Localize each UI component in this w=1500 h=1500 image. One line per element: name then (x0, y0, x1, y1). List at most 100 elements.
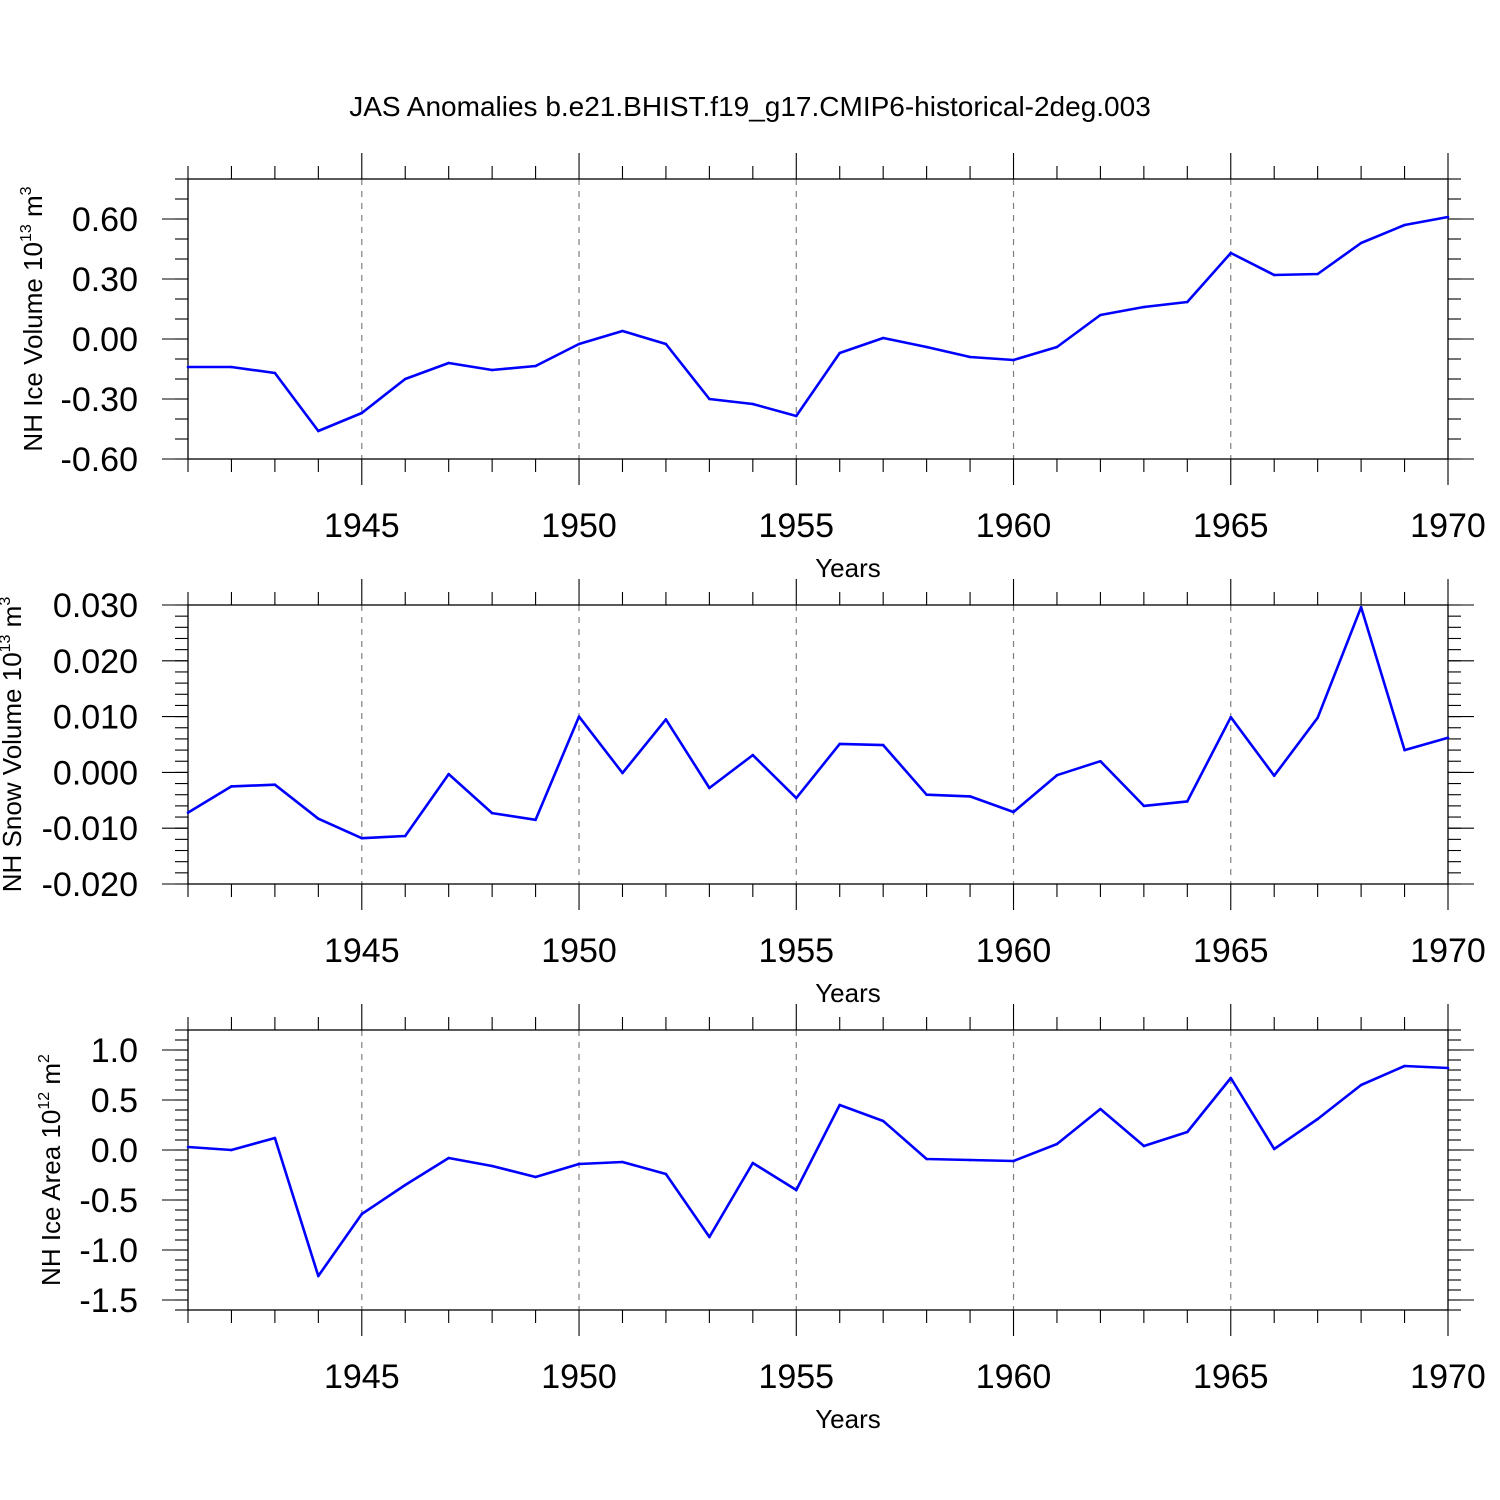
chart-title: JAS Anomalies b.e21.BHIST.f19_g17.CMIP6-… (349, 91, 1151, 122)
y-label-unit-exponent: 3 (18, 186, 35, 195)
data-point (708, 786, 711, 790)
data-point (1403, 223, 1406, 227)
y-tick-label: 0.010 (53, 699, 138, 737)
y-label-unit-exponent: 3 (0, 597, 14, 606)
data-point (1272, 273, 1276, 277)
data-point (1142, 1144, 1146, 1148)
data-point (968, 1158, 972, 1162)
x-tick-label: 1965 (1193, 1358, 1269, 1396)
y-tick-label: 0.5 (91, 1082, 138, 1120)
y-label-exponent: 13 (18, 224, 35, 242)
data-point (1316, 272, 1319, 276)
x-tick-label: 1970 (1410, 507, 1486, 545)
x-tick-label: 1945 (324, 1358, 400, 1396)
data-point (1359, 241, 1363, 245)
data-point (360, 1212, 364, 1216)
data-point (1099, 313, 1102, 317)
data-point (490, 368, 494, 372)
y-axis-label: NH Ice Area 1012 m2 (36, 1054, 66, 1286)
data-point (708, 397, 711, 401)
panel-ice-volume: 0.60 0.30 0.00 -0.30 -0.60 1945 1950 1955 1960 19… (18, 153, 1486, 583)
data-point (925, 1157, 928, 1161)
x-tick-label: 1970 (1410, 932, 1486, 970)
data-point (273, 371, 277, 375)
data-point (317, 1274, 320, 1278)
plot-frame (187, 604, 1449, 885)
data-point (1359, 605, 1363, 609)
data-point (1229, 1076, 1233, 1080)
data-point (1055, 773, 1059, 777)
series-line-snow-volume (187, 605, 1449, 840)
series-line-ice-volume (188, 215, 1449, 433)
data-point (621, 329, 624, 333)
y-label-text: NH Ice Area 10 (36, 1110, 66, 1286)
x-tick-label: 1960 (976, 932, 1052, 970)
y-tick-label: 0.60 (72, 201, 138, 239)
data-point (1186, 800, 1189, 803)
x-axis-label: Years (815, 553, 881, 583)
data-point (621, 1160, 624, 1164)
plot-frame (187, 1029, 1449, 1311)
data-point (1229, 251, 1233, 255)
data-point (925, 345, 928, 349)
y-tick-label: 0.0 (91, 1132, 138, 1170)
data-point (577, 1162, 581, 1166)
data-point (1316, 716, 1319, 720)
data-point (1012, 1159, 1015, 1163)
data-point (1142, 305, 1146, 309)
data-point (751, 753, 755, 757)
data-point (1272, 1147, 1276, 1151)
data-point (534, 364, 537, 368)
x-axis-label: Years (815, 978, 881, 1008)
data-point (447, 361, 450, 365)
data-point (230, 785, 233, 788)
data-point (664, 718, 668, 721)
data-point (794, 1188, 798, 1192)
x-tick-label: 1960 (976, 507, 1052, 545)
data-point (1012, 358, 1015, 362)
data-point (317, 817, 320, 821)
data-point (577, 342, 581, 346)
y-axis-label: NH Snow Volume 1013 m3 (0, 597, 27, 893)
y-tick-label: -0.5 (79, 1182, 138, 1220)
y-label-unit-exponent: 2 (36, 1054, 53, 1063)
x-tick-label: 1955 (758, 932, 834, 970)
data-point (838, 742, 842, 746)
data-point (881, 336, 885, 340)
y-tick-label: -0.60 (61, 441, 139, 479)
y-axis-label: NH Ice Volume 1013 m3 (18, 186, 48, 451)
data-point (1403, 1064, 1406, 1068)
data-point (186, 811, 190, 814)
y-label-text: NH Snow Volume 10 (0, 652, 27, 892)
data-point (490, 811, 494, 815)
data-point (1359, 1083, 1363, 1087)
data-point (1186, 300, 1189, 304)
y-label-exponent: 12 (36, 1092, 53, 1110)
data-point (621, 771, 624, 775)
x-axis-label: Years (815, 1404, 881, 1434)
y-tick-label: 0.030 (53, 587, 138, 625)
data-point (186, 365, 190, 369)
x-tick-label: 1950 (541, 1358, 617, 1396)
data-point (664, 1172, 668, 1176)
y-tick-label: 0.30 (72, 261, 138, 299)
data-point (186, 1145, 190, 1149)
data-point (403, 377, 407, 381)
y-tick-label: -0.30 (61, 381, 139, 419)
data-point (1446, 215, 1450, 219)
data-point (1272, 774, 1276, 778)
data-point (664, 342, 668, 346)
x-tick-label: 1955 (758, 1358, 834, 1396)
data-point (273, 1136, 277, 1140)
data-point (1142, 804, 1146, 808)
y-tick-label: 0.000 (53, 754, 138, 792)
data-point (751, 402, 755, 406)
data-point (360, 836, 364, 840)
x-tick-label: 1950 (541, 932, 617, 970)
x-tick-label: 1965 (1193, 507, 1269, 545)
panel-snow-volume: 0.030 0.020 0.010 0.000 -0.010 -0.020 1945 1950… (0, 579, 1486, 1008)
data-point (881, 743, 885, 747)
y-label-text: NH Ice Volume 10 (18, 242, 48, 452)
data-point (230, 1148, 233, 1152)
